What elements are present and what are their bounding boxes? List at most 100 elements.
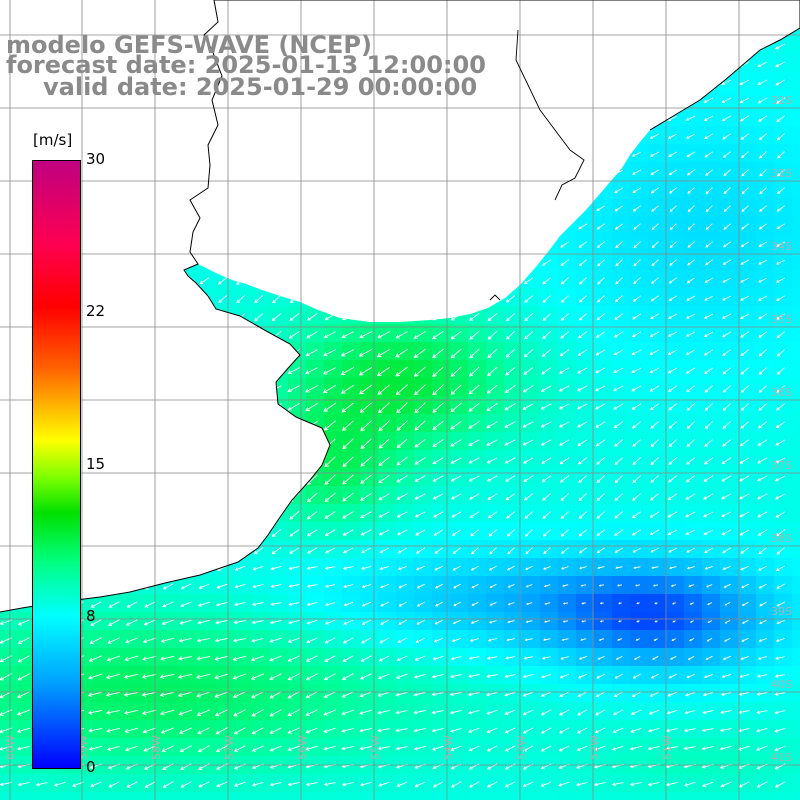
wind-arrow	[598, 638, 605, 641]
wind-arrow	[468, 366, 480, 377]
wind-field-cell	[612, 28, 631, 37]
wind-field-cell	[594, 54, 613, 73]
wind-field-cell	[198, 180, 217, 199]
wind-field-cell	[558, 198, 577, 217]
wind-field-cell	[522, 28, 541, 37]
wind-arrow	[306, 510, 318, 520]
wind-field-cell	[468, 252, 487, 271]
wind-arrow	[396, 438, 408, 449]
wind-arrow	[306, 601, 318, 607]
wind-arrow	[128, 187, 138, 196]
wind-arrow	[775, 43, 786, 50]
wind-arrow	[250, 655, 264, 662]
wind-arrow	[774, 745, 786, 752]
wind-arrow	[649, 529, 660, 536]
wind-arrow	[307, 313, 318, 321]
wind-arrow	[164, 366, 174, 376]
wind-field-cell	[792, 72, 800, 91]
wind-field-cell	[612, 36, 631, 55]
wind-arrow	[432, 475, 444, 482]
wind-arrow	[578, 133, 588, 140]
wind-arrow	[541, 43, 552, 50]
wind-arrow	[362, 205, 372, 213]
wind-arrow	[469, 259, 480, 266]
wind-arrow	[758, 367, 768, 375]
wind-field-cell	[252, 216, 271, 235]
wind-field-cell	[252, 360, 271, 379]
wind-field-cell	[144, 360, 163, 379]
wind-arrow	[200, 528, 210, 538]
wind-arrow	[450, 348, 462, 359]
wind-arrow	[487, 43, 498, 50]
wind-field-cell	[234, 432, 253, 451]
wind-arrow	[270, 602, 282, 606]
wind-arrow	[432, 402, 444, 413]
wind-field-cell	[702, 54, 721, 73]
colorbar-tick-15: 15	[86, 455, 106, 473]
wind-arrow	[145, 205, 156, 213]
wind-arrow	[361, 601, 372, 607]
wind-arrow	[776, 385, 786, 393]
wind-arrow	[721, 493, 732, 500]
wind-arrow	[413, 710, 426, 715]
wind-arrow	[559, 43, 570, 51]
wind-arrow	[703, 457, 714, 465]
wind-field-cell	[234, 252, 253, 271]
wind-field-cell	[432, 108, 451, 127]
wind-field-cell	[342, 792, 361, 800]
wind-field-cell	[216, 414, 235, 433]
wind-arrow	[218, 114, 228, 124]
wind-field-cell	[180, 504, 199, 523]
wind-arrow	[683, 728, 696, 733]
wind-arrow	[775, 656, 786, 660]
wind-arrow	[378, 529, 390, 536]
wind-arrow	[379, 583, 390, 589]
wind-field-cell	[180, 792, 199, 800]
wind-arrow	[143, 745, 156, 752]
wind-field-cell	[486, 36, 505, 55]
wind-arrow	[395, 313, 408, 320]
wind-arrow	[271, 547, 282, 555]
wind-field-cell	[522, 108, 541, 127]
wind-arrow	[127, 277, 138, 284]
wind-arrow	[505, 79, 516, 87]
wind-arrow	[90, 565, 102, 571]
wind-arrow	[19, 97, 30, 104]
wind-arrow	[524, 115, 534, 124]
wind-arrow	[722, 133, 732, 140]
wind-arrow	[159, 691, 175, 698]
wind-arrow	[685, 529, 696, 536]
wind-arrow	[450, 330, 462, 340]
wind-field-cell	[270, 180, 289, 199]
wind-field-cell	[792, 396, 800, 415]
wind-field-cell	[252, 108, 271, 127]
wind-arrow	[776, 331, 785, 339]
wind-field-cell	[90, 108, 109, 127]
wind-arrow	[305, 655, 318, 662]
wind-arrow	[706, 638, 713, 642]
wind-arrow	[396, 295, 408, 302]
wind-arrow	[20, 456, 30, 466]
wind-arrow	[739, 79, 750, 86]
wind-arrow	[180, 439, 192, 446]
wind-arrow	[217, 385, 228, 392]
wind-arrow	[199, 223, 210, 230]
wind-arrow	[703, 61, 714, 68]
wind-arrow	[287, 691, 300, 699]
wind-field-cell	[198, 306, 217, 325]
wind-arrow	[217, 277, 228, 285]
wind-field-cell	[396, 198, 415, 217]
wind-field-cell	[792, 342, 800, 361]
wind-arrow	[720, 692, 732, 697]
wind-arrow	[128, 151, 138, 159]
wind-field-cell	[792, 720, 800, 739]
wind-arrow	[379, 115, 390, 122]
wind-arrow	[630, 709, 642, 716]
wind-arrow	[414, 655, 426, 661]
wind-arrow	[704, 367, 714, 375]
wind-field-cell	[90, 216, 109, 235]
wind-field-cell	[108, 162, 127, 181]
wind-field-cell	[252, 252, 271, 271]
wind-arrow	[668, 475, 678, 483]
